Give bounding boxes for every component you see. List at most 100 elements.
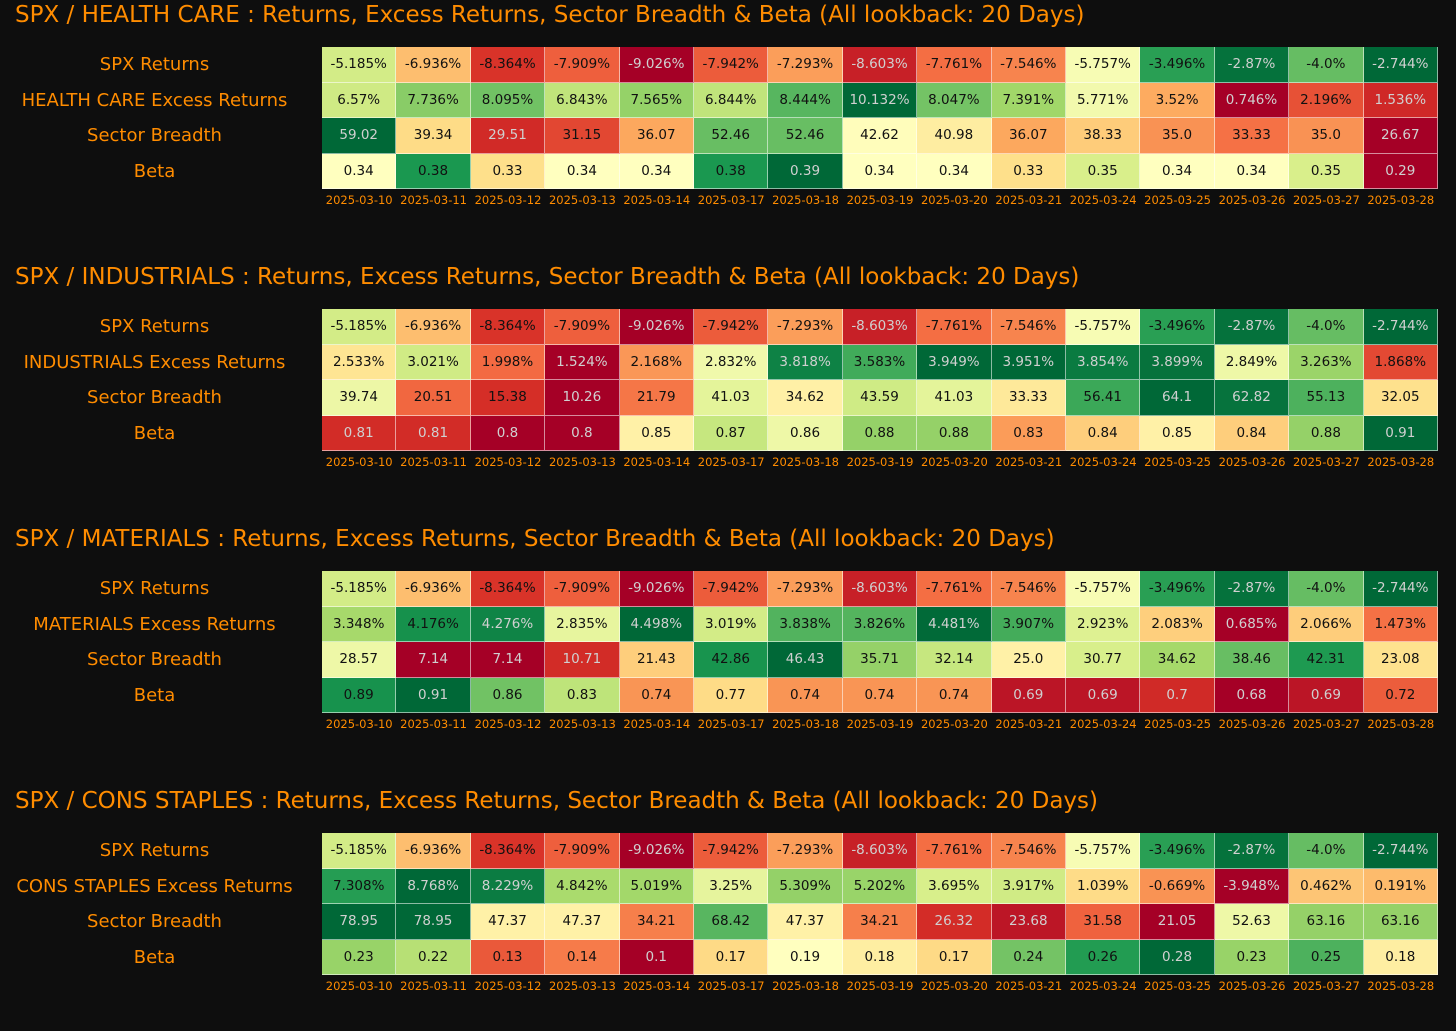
heatmap-cell: 35.0 (1140, 118, 1214, 154)
heatmap-cell: -7.942% (694, 833, 768, 869)
heatmap-cell: 1.536% (1364, 83, 1438, 119)
heatmap-cell: 78.95 (322, 904, 396, 940)
heatmap-cell: 2.533% (322, 345, 396, 381)
x-tick-label: 2025-03-12 (471, 979, 545, 993)
heatmap-cell: 1.868% (1364, 345, 1438, 381)
heatmap-cell: 6.843% (545, 83, 619, 119)
chart-title: SPX / INDUSTRIALS : Returns, Excess Retu… (15, 262, 1079, 292)
heatmap-cell: -4.0% (1289, 309, 1363, 345)
heatmap-cell: 41.03 (917, 380, 991, 416)
heatmap-cell: -7.761% (917, 571, 991, 607)
heatmap-cell: 0.19 (768, 940, 842, 976)
heatmap-cell: 0.38 (396, 154, 470, 190)
heatmap-cell: 8.047% (917, 83, 991, 119)
heatmap-cell: 35.71 (843, 642, 917, 678)
heatmap-cell: 4.498% (620, 607, 694, 643)
x-tick-label: 2025-03-12 (471, 455, 545, 469)
heatmap-cell: 3.263% (1289, 345, 1363, 381)
x-tick-label: 2025-03-19 (843, 455, 917, 469)
heatmap-cell: 0.87 (694, 416, 768, 452)
heatmap-cell: 68.42 (694, 904, 768, 940)
heatmap-cell: 0.68 (1215, 678, 1289, 714)
heatmap-panel-4: SPX / CONS STAPLES : Returns, Excess Ret… (0, 786, 1456, 1031)
row-label-sector-breadth: Sector Breadth (0, 904, 309, 940)
heatmap-cell: 46.43 (768, 642, 842, 678)
heatmap-cell: -2.744% (1364, 571, 1438, 607)
heatmap-cell: 10.71 (545, 642, 619, 678)
heatmap-cell: 0.74 (620, 678, 694, 714)
heatmap-cell: -4.0% (1289, 47, 1363, 83)
heatmap-cell: 23.08 (1364, 642, 1438, 678)
heatmap-cell: 3.826% (843, 607, 917, 643)
heatmap-cell: 0.34 (917, 154, 991, 190)
x-tick-label: 2025-03-13 (545, 979, 619, 993)
x-tick-label: 2025-03-17 (694, 979, 768, 993)
heatmap-cell: 0.746% (1215, 83, 1289, 119)
heatmap-cell: 63.16 (1289, 904, 1363, 940)
heatmap-cell: 0.35 (1289, 154, 1363, 190)
row-label-sector-breadth: Sector Breadth (0, 380, 309, 416)
heatmap-cell: 3.25% (694, 869, 768, 905)
heatmap-cell: -5.757% (1066, 571, 1140, 607)
heatmap-cell: 2.083% (1140, 607, 1214, 643)
heatmap-cell: 36.07 (992, 118, 1066, 154)
x-tick-label: 2025-03-21 (992, 455, 1066, 469)
heatmap-cell: 2.832% (694, 345, 768, 381)
heatmap-cell: 0.84 (1066, 416, 1140, 452)
x-tick-label: 2025-03-20 (917, 979, 991, 993)
x-tick-label: 2025-03-18 (768, 455, 842, 469)
heatmap-cell: 42.86 (694, 642, 768, 678)
x-tick-label: 2025-03-25 (1140, 455, 1214, 469)
heatmap-cell: 0.74 (768, 678, 842, 714)
heatmap-cell: -5.185% (322, 309, 396, 345)
row-label-cons-staples-excess-returns: CONS STAPLES Excess Returns (0, 869, 309, 905)
heatmap-cell: -4.0% (1289, 833, 1363, 869)
heatmap-cell: 40.98 (917, 118, 991, 154)
heatmap-cell: 52.63 (1215, 904, 1289, 940)
heatmap-cell: -2.87% (1215, 47, 1289, 83)
x-tick-label: 2025-03-27 (1289, 979, 1363, 993)
x-tick-label: 2025-03-24 (1066, 717, 1140, 731)
heatmap-cell: 21.43 (620, 642, 694, 678)
heatmap-cell: -8.364% (471, 833, 545, 869)
heatmap-grid: -5.185% -6.936% -8.364% -7.909% -9.026% -7.94… (322, 571, 1438, 713)
heatmap-panel-1: SPX / HEALTH CARE : Returns, Excess Retu… (0, 0, 1456, 245)
x-tick-label: 2025-03-14 (620, 193, 694, 207)
heatmap-cell: 33.33 (992, 380, 1066, 416)
heatmap-cell: -9.026% (620, 47, 694, 83)
heatmap-cell: 0.25 (1289, 940, 1363, 976)
heatmap-cell: 0.33 (471, 154, 545, 190)
heatmap-cell: 5.202% (843, 869, 917, 905)
row-label-industrials-excess-returns: INDUSTRIALS Excess Returns (0, 345, 309, 381)
heatmap-cell: -5.185% (322, 47, 396, 83)
heatmap-cell: 0.28 (1140, 940, 1214, 976)
heatmap-cell: 15.38 (471, 380, 545, 416)
heatmap-cell: -7.909% (545, 571, 619, 607)
heatmap-cell: 42.62 (843, 118, 917, 154)
heatmap-cell: 3.021% (396, 345, 470, 381)
heatmap-cell: -6.936% (396, 571, 470, 607)
heatmap-cell: -7.546% (992, 833, 1066, 869)
heatmap-cell: -8.364% (471, 309, 545, 345)
x-tick-label: 2025-03-27 (1289, 193, 1363, 207)
heatmap-cell: 21.79 (620, 380, 694, 416)
x-tick-label: 2025-03-10 (322, 979, 396, 993)
x-tick-label: 2025-03-14 (620, 717, 694, 731)
row-label-materials-excess-returns: MATERIALS Excess Returns (0, 607, 309, 643)
heatmap-cell: 36.07 (620, 118, 694, 154)
heatmap-cell: -3.496% (1140, 47, 1214, 83)
heatmap-cell: 0.34 (322, 154, 396, 190)
heatmap-cell: -5.757% (1066, 833, 1140, 869)
row-label-sector-breadth: Sector Breadth (0, 642, 309, 678)
heatmap-cell: 0.26 (1066, 940, 1140, 976)
heatmap-cell: -9.026% (620, 571, 694, 607)
heatmap-cell: 3.949% (917, 345, 991, 381)
heatmap-cell: 39.34 (396, 118, 470, 154)
heatmap-cell: -5.185% (322, 833, 396, 869)
heatmap-cell: 0.84 (1215, 416, 1289, 452)
heatmap-cell: 0.74 (917, 678, 991, 714)
heatmap-cell: 0.35 (1066, 154, 1140, 190)
heatmap-cell: 2.066% (1289, 607, 1363, 643)
heatmap-cell: -7.909% (545, 47, 619, 83)
heatmap-cell: 3.951% (992, 345, 1066, 381)
